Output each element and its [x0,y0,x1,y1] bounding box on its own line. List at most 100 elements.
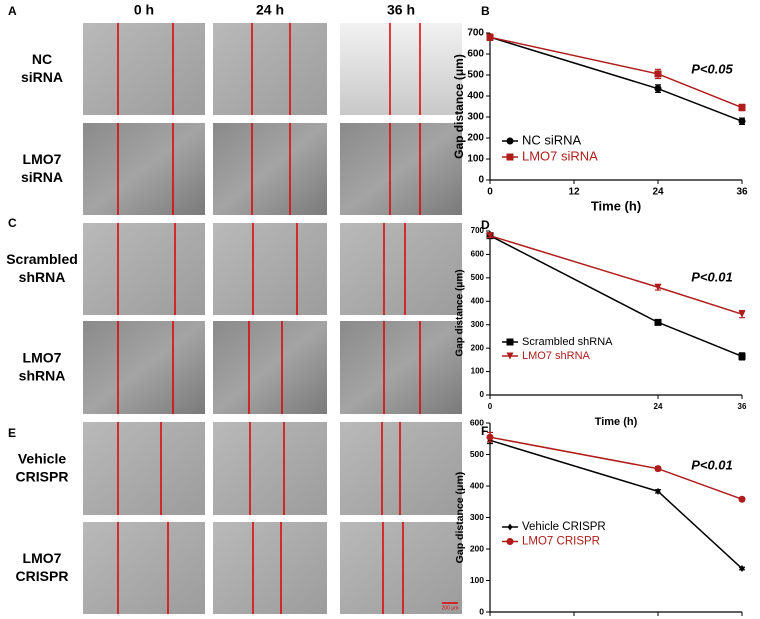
marker [486,433,494,441]
x-tick-label: 12 [568,187,580,198]
micrograph [83,422,205,515]
y-tick-label: 100 [471,367,485,376]
y-axis-label: Gap distance (μm) [452,54,466,159]
marker [738,104,746,112]
row-label: LMO7 CRISPR [16,550,69,584]
row-label: LMO7 shRNA [19,349,66,383]
marker [738,352,746,360]
micrograph [340,422,462,515]
annotation: P<0.01 [691,269,733,284]
panel-label: A [8,4,17,18]
x-tick-label: 24 [654,402,663,411]
y-tick-label: 700 [471,226,485,235]
micrograph [213,123,327,215]
marker [506,338,514,346]
column-header: 0 h [134,2,154,18]
y-tick-label: 300 [471,320,485,329]
x-tick-label: 36 [736,187,748,198]
marker [655,487,661,495]
micrograph [340,23,462,115]
panel-label: B [481,4,490,18]
y-tick-label: 200 [467,133,484,144]
row-label: NC siRNA [21,51,63,85]
x-axis-label: Time (h) [591,198,641,213]
y-tick-label: 600 [467,49,484,60]
y-tick-label: 400 [471,296,485,305]
micrograph [340,321,462,414]
y-tick-label: 0 [479,606,484,616]
legend-label: NC siRNA [522,132,582,147]
micrograph [213,223,327,315]
x-tick-label: 0 [487,187,493,198]
marker [739,565,745,573]
y-tick-label: 500 [471,273,485,282]
micrograph [213,321,327,414]
panel-label: D [481,218,490,232]
marker [486,33,494,41]
y-tick-label: 100 [470,575,484,585]
panel-label: E [8,426,16,440]
y-tick-label: 300 [470,512,484,522]
marker [738,117,746,125]
marker [506,137,514,145]
y-tick-label: 200 [470,543,484,553]
marker [654,318,662,326]
y-tick-label: 100 [467,154,484,165]
marker [654,465,662,473]
panel-label: C [8,216,17,230]
marker [738,310,746,318]
y-tick-label: 300 [467,112,484,123]
scale-bar-label: 200 μm [442,605,459,611]
y-tick-label: 600 [471,250,485,259]
y-tick-label: 0 [480,390,485,399]
x-axis-label: Time (h) [595,416,638,428]
y-tick-label: 0 [478,175,484,186]
legend-label: LMO7 siRNA [522,148,598,163]
micrograph [213,23,327,115]
micrograph [83,321,205,414]
marker [738,495,746,503]
annotation: P<0.05 [691,61,733,76]
column-header: 36 h [387,2,415,18]
y-axis-label: Gap distance (μm) [454,472,466,564]
column-header: 24 h [256,2,284,18]
series-line [489,36,743,122]
annotation: P<0.01 [691,457,733,472]
marker [654,70,662,78]
marker [654,85,662,93]
marker [654,283,662,291]
micrograph [340,223,462,315]
legend-label: LMO7 CRISPR [522,536,600,548]
panel-label: F [481,424,488,438]
marker [506,153,514,161]
row-label: LMO7 siRNA [21,151,63,185]
y-tick-label: 500 [470,449,484,459]
legend-label: LMO7 shRNA [522,350,591,362]
y-tick-label: 500 [467,70,484,81]
x-tick-label: 36 [738,402,747,411]
micrograph [83,223,205,315]
legend-label: Vehicle CRISPR [522,521,606,533]
micrograph [83,123,205,215]
micrograph [83,522,205,614]
marker [506,352,514,360]
legend-label: Scrambled shRNA [522,336,613,348]
x-tick-label: 24 [652,187,664,198]
y-tick-label: 400 [470,480,484,490]
micrograph [340,522,462,614]
micrograph [83,23,205,115]
row-label: Scrambled shRNA [6,251,78,285]
y-tick-label: 600 [470,417,484,427]
y-tick-label: 400 [467,91,484,102]
y-axis-label: Gap distance (μm) [455,269,466,356]
marker [507,523,513,531]
micrograph [340,123,462,215]
marker [506,538,514,545]
x-tick-label: 0 [488,402,493,411]
marker [486,232,494,240]
micrograph [213,422,327,515]
y-tick-label: 700 [467,28,484,39]
micrograph [213,522,327,614]
y-tick-label: 200 [471,343,485,352]
